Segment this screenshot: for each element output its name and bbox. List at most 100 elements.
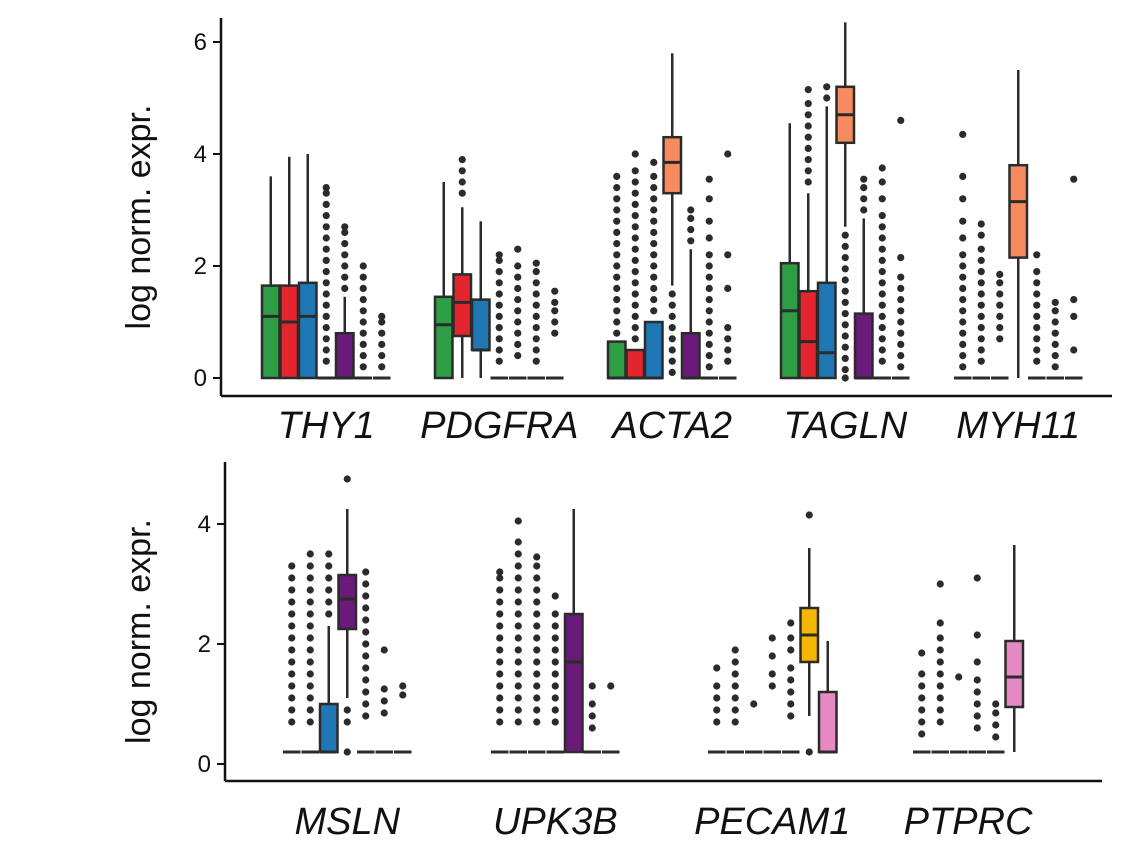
box-acta2-6 [700,175,718,380]
box-body [798,289,819,380]
outlier-point [613,217,621,225]
outlier-point [496,610,504,618]
outlier-point [1033,301,1041,309]
outlier-point [1033,324,1041,332]
outlier-point [343,718,351,726]
box-thy1-5 [334,223,355,380]
outlier-point [551,658,559,666]
box-myh11-1 [954,130,972,380]
outlier-point [306,586,314,594]
outlier-point [588,700,596,708]
outlier-point [804,156,812,164]
outlier-point [668,301,676,309]
outlier-point [955,673,963,681]
outlier-point [495,301,503,309]
outlier-point [724,324,732,332]
box-upk3b-6 [583,682,601,754]
outlier-point [787,688,795,696]
gene-label-acta2: ACTA2 [610,405,732,447]
outlier-point [514,329,522,337]
outlier-point [362,580,370,588]
box-thy1-2 [279,156,300,380]
outlier-point [878,301,886,309]
outlier-point [805,511,813,519]
outlier-point [613,251,621,259]
outlier-point [613,195,621,203]
outlier-point [496,682,504,690]
outlier-point [841,298,849,306]
outlier-point [705,262,713,270]
box-thy1-6 [354,262,372,380]
y-axis-label: log norm. expr. [120,105,158,330]
box-tagln-6 [873,164,891,380]
outlier-point [878,164,886,172]
box-pecam1-4 [763,634,781,754]
outlier-point [959,273,967,281]
outlier-point [532,290,540,298]
outlier-point [495,312,503,320]
outlier-point [973,676,981,684]
outlier-point [936,619,944,627]
outlier-point [288,610,296,618]
outlier-point [731,718,739,726]
outlier-point [841,321,849,329]
box-tagln-1 [779,123,800,380]
box-thy1-1 [260,176,281,380]
outlier-point [588,724,596,732]
outlier-point [668,312,676,320]
box-msln-2 [301,550,319,754]
outlier-point [306,670,314,678]
outlier-point [878,324,886,332]
outlier-point [878,290,886,298]
outlier-point [959,363,967,371]
outlier-point [380,685,388,693]
outlier-point [768,634,776,642]
outlier-point [668,290,676,298]
outlier-point [705,195,713,203]
outlier-point [380,697,388,705]
outlier-point [705,340,713,348]
box-msln-1 [283,562,301,754]
outlier-point [977,220,985,228]
box-body [817,690,838,754]
outlier-point [514,562,522,570]
outlier-point [918,730,926,738]
outlier-point [1051,307,1059,315]
box-pecam1-6 [799,511,820,756]
outlier-point [973,574,981,582]
outlier-point [631,200,639,208]
outlier-point [841,276,849,284]
outlier-point [996,335,1004,343]
outlier-point [996,312,1004,320]
box-ptprc-5 [987,700,1005,754]
outlier-point [341,284,349,292]
outlier-point [458,156,466,164]
outlier-point [533,658,541,666]
outlier-point [936,718,944,726]
outlier-point [551,634,559,642]
outlier-point [841,374,849,382]
outlier-point [362,640,370,648]
outlier-point [959,307,967,315]
outlier-point [713,706,721,714]
outlier-point [1070,296,1078,304]
outlier-point [713,682,721,690]
outlier-point [878,212,886,220]
outlier-point [631,256,639,264]
outlier-point [918,706,926,714]
box-upk3b-2 [509,517,527,754]
outlier-point [514,352,522,360]
outlier-point [588,682,596,690]
outlier-point [687,237,695,245]
outlier-point [613,228,621,236]
outlier-point [897,318,905,326]
box-ptprc-3 [950,673,968,754]
box-body [662,135,683,195]
outlier-point [496,598,504,606]
outlier-point [362,712,370,720]
outlier-point [1033,290,1041,298]
outlier-point [705,217,713,225]
outlier-point [306,694,314,702]
outlier-point [768,652,776,660]
outlier-point [378,318,386,326]
